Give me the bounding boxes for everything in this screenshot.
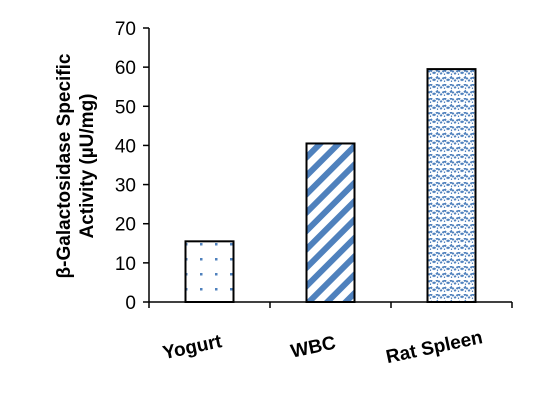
- y-tick-label: 50: [115, 97, 136, 118]
- y-tick-label: 20: [115, 215, 136, 236]
- y-axis-title: β-Galactosidase Specific Activity (µU/mg…: [54, 53, 98, 278]
- y-tick-label: 40: [115, 136, 136, 157]
- y-axis-title-line-2: Activity (µU/mg): [77, 93, 98, 238]
- bars: [184, 68, 477, 303]
- bar-rat-spleen: [426, 68, 477, 303]
- y-axis-title-line-1: β-Galactosidase Specific: [54, 53, 75, 278]
- x-axis-labels: Yogurt WBC Rat Spleen: [161, 327, 485, 368]
- y-tick-label: 0: [125, 293, 136, 314]
- x-category-label: WBC: [289, 333, 338, 363]
- y-tick-label: 70: [115, 19, 136, 40]
- y-axis-ticks: 0 10 20 30 40 50 60 70: [115, 19, 513, 314]
- bar-wbc: [305, 142, 356, 303]
- y-tick-label: 60: [115, 58, 136, 79]
- x-category-label: Yogurt: [161, 331, 225, 364]
- bar-yogurt: [184, 240, 235, 303]
- x-category-label: Rat Spleen: [384, 327, 484, 368]
- y-tick-label: 10: [115, 254, 136, 275]
- y-tick-label: 30: [115, 176, 136, 197]
